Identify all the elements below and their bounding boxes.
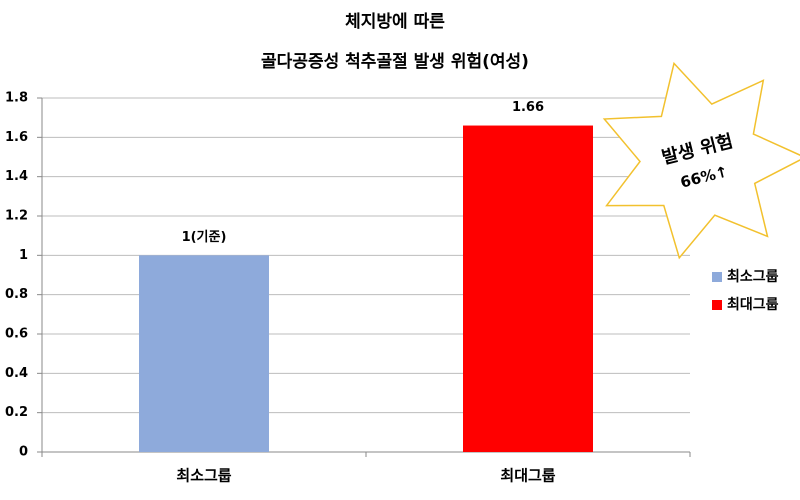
y-tick-label: 0.6 [5, 327, 28, 342]
chart-title: 체지방에 따른 [345, 12, 445, 32]
data-label: 1(기준) [182, 230, 227, 245]
y-tick-label: 0.4 [5, 366, 28, 381]
y-tick-label: 1.2 [5, 209, 28, 224]
y-tick-label: 0 [19, 445, 28, 460]
y-tick-label: 1.4 [5, 169, 28, 184]
legend-swatch [712, 300, 722, 310]
bar [463, 125, 593, 453]
legend-label: 최소그룹 [727, 269, 779, 285]
y-tick-label: 0.2 [5, 405, 28, 420]
legend-label: 최대그룹 [727, 297, 779, 313]
legend-swatch [712, 272, 722, 282]
bar [139, 255, 269, 452]
y-tick-label: 1 [19, 248, 28, 263]
x-tick-label: 최소그룹 [176, 467, 231, 485]
y-tick-label: 0.8 [5, 287, 28, 302]
data-label: 1.66 [512, 100, 544, 115]
y-tick-label: 1.6 [5, 130, 28, 145]
chart-title: 골다공증성 척추골절 발생 위험(여성) [261, 51, 529, 72]
y-tick-label: 1.8 [5, 91, 28, 106]
annotation-star [602, 61, 800, 260]
x-tick-label: 최대그룹 [500, 467, 555, 485]
